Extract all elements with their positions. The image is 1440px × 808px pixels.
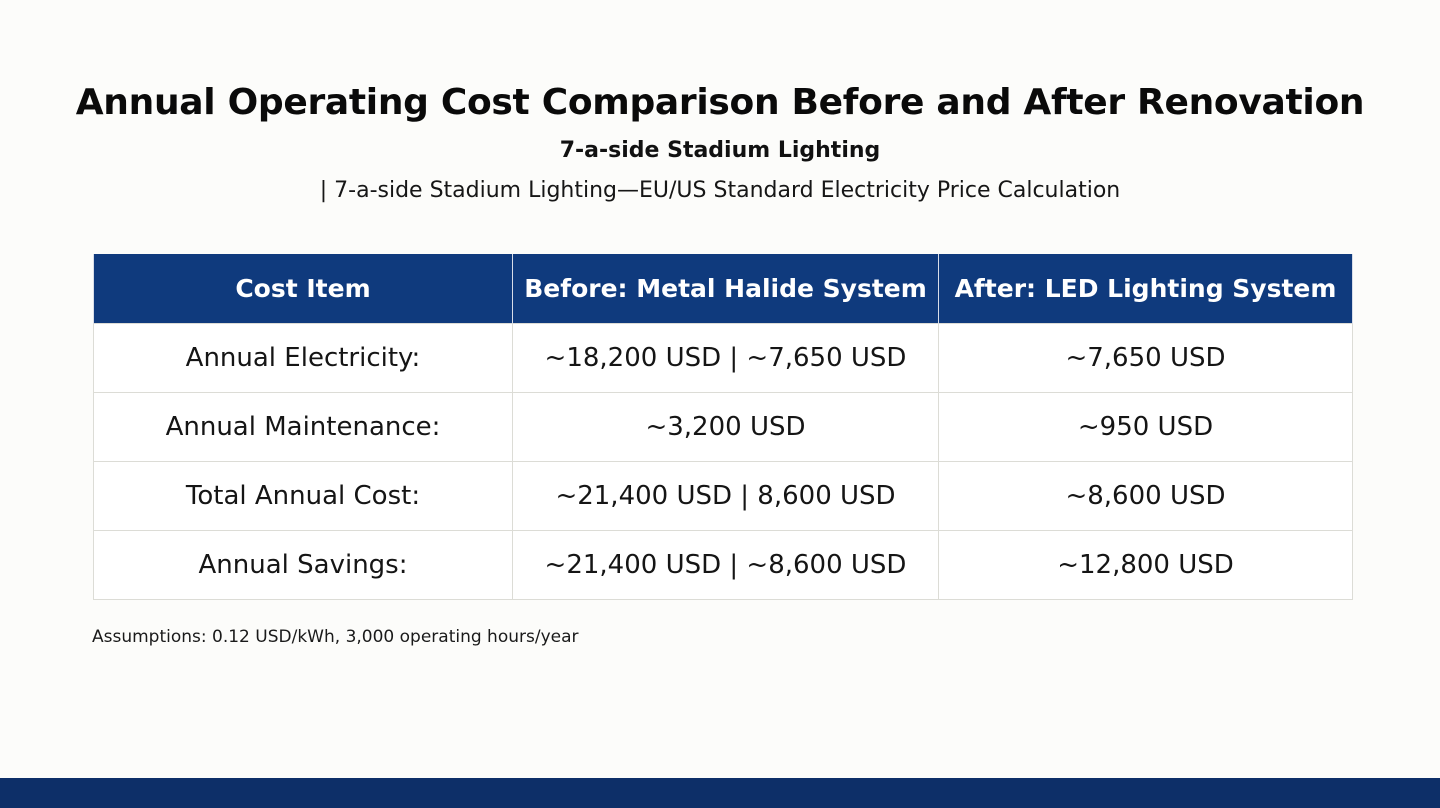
cell-after-total: ~8,600 USD (938, 461, 1353, 531)
column-header-after: After: LED Lighting System (938, 254, 1353, 324)
row-label-maintenance: Annual Maintenance: (93, 392, 513, 462)
table-row: Total Annual Cost: ~21,400 USD | 8,600 U… (93, 461, 1353, 531)
table-row: Annual Maintenance: ~3,200 USD ~950 USD (93, 392, 1353, 462)
row-label-total: Total Annual Cost: (93, 461, 513, 531)
cell-before-maintenance: ~3,200 USD (512, 392, 939, 462)
cell-before-total: ~21,400 USD | 8,600 USD (512, 461, 939, 531)
table-row: Annual Savings: ~21,400 USD | ~8,600 USD… (93, 530, 1353, 600)
page-subtitle: 7-a-side Stadium Lighting (559, 138, 881, 163)
row-label-electricity: Annual Electricity: (93, 323, 513, 393)
cell-after-maintenance: ~950 USD (938, 392, 1353, 462)
cell-after-electricity: ~7,650 USD (938, 323, 1353, 393)
page-title: Annual Operating Cost Comparison Before … (75, 82, 1365, 123)
row-label-savings: Annual Savings: (93, 530, 513, 600)
table-header-row: Cost Item Before: Metal Halide System Af… (93, 254, 1353, 324)
cell-before-savings: ~21,400 USD | ~8,600 USD (512, 530, 939, 600)
cell-after-savings: ~12,800 USD (938, 530, 1353, 600)
page-tagline: | 7-a-side Stadium Lighting—EU/US Standa… (319, 178, 1121, 203)
column-header-before: Before: Metal Halide System (512, 254, 939, 324)
table-row: Annual Electricity: ~18,200 USD | ~7,650… (93, 323, 1353, 393)
column-header-cost-item: Cost Item (93, 254, 513, 324)
assumptions-note: Assumptions: 0.12 USD/kWh, 3,000 operati… (92, 627, 579, 647)
footer-band (0, 778, 1440, 808)
cell-before-electricity: ~18,200 USD | ~7,650 USD (512, 323, 939, 393)
cost-comparison-table: Cost Item Before: Metal Halide System Af… (93, 254, 1353, 600)
